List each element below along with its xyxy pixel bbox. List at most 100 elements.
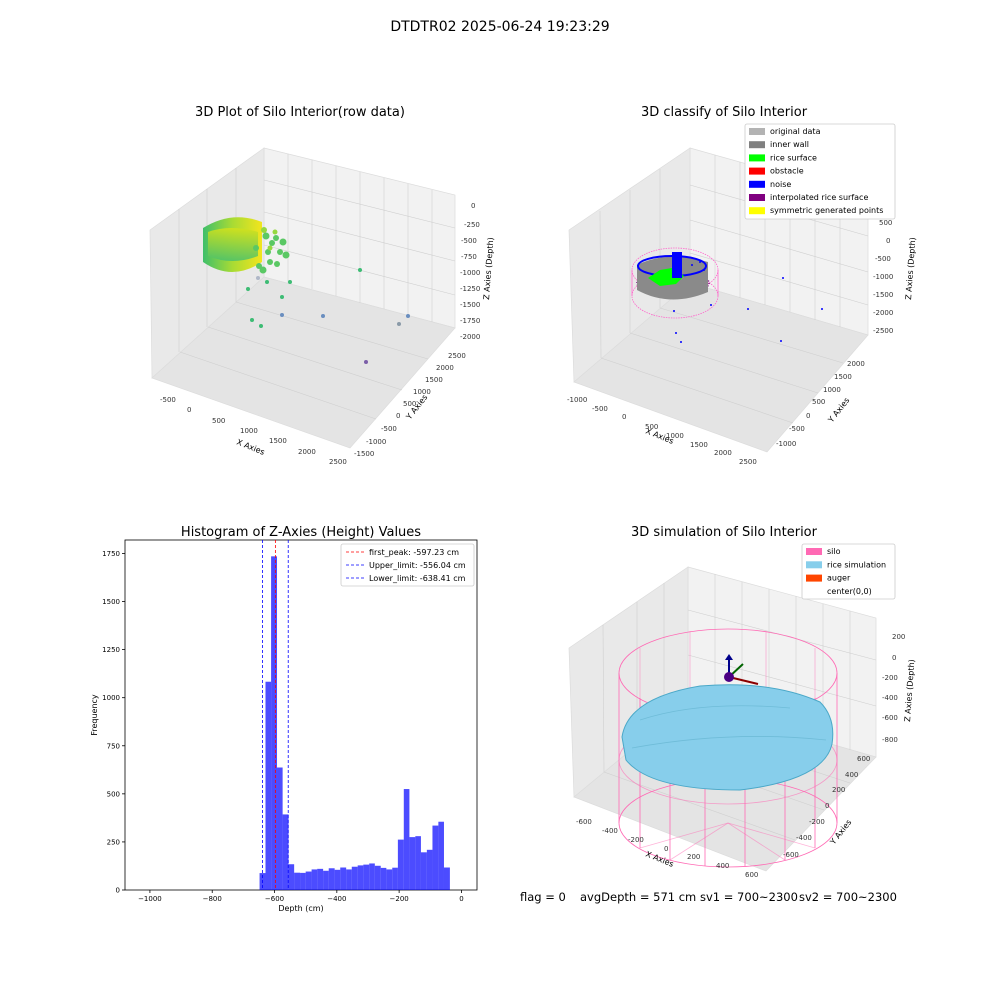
svg-text:2000: 2000 xyxy=(714,449,732,457)
legend-label: center(0,0) xyxy=(827,587,872,596)
histogram-bar xyxy=(300,872,306,890)
svg-text:1000: 1000 xyxy=(413,388,431,396)
histogram-bar xyxy=(288,864,295,890)
legend-label: interpolated rice surface xyxy=(770,193,868,202)
tick-labels: -1000 -500 0 500 1000 1500 2000 2500 -1000 -50… xyxy=(567,201,893,466)
svg-text:2000: 2000 xyxy=(436,364,454,372)
rice-simulation-surface xyxy=(621,684,834,791)
x-axis-label: X Axies xyxy=(644,427,675,446)
histogram-bar xyxy=(369,863,375,890)
histogram-bar xyxy=(271,556,278,890)
svg-text:1500: 1500 xyxy=(690,441,708,449)
x-axis-label: Depth (cm) xyxy=(278,904,323,913)
svg-text:1000: 1000 xyxy=(240,427,258,435)
histogram-bars xyxy=(259,556,450,890)
ring-inner xyxy=(208,228,258,261)
sv2-readout: sv2 = 700~2300 xyxy=(799,890,897,904)
histogram-bar xyxy=(426,849,433,890)
panel-histogram: Histogram of Z-Axies (Height) Values −10… xyxy=(90,525,478,913)
legend-label: auger xyxy=(827,574,851,583)
histogram-bar xyxy=(265,681,272,890)
histogram-bar xyxy=(340,867,347,890)
floor xyxy=(151,276,456,449)
y-tick-label: 250 xyxy=(107,838,120,846)
svg-text:0: 0 xyxy=(664,845,668,853)
histogram-bar xyxy=(357,865,364,890)
x-axis-label: X Axies xyxy=(235,438,266,457)
y-tick-label: 750 xyxy=(107,742,120,750)
y-axis-label: Y Axies xyxy=(826,396,852,425)
histogram-bar xyxy=(438,821,444,890)
svg-text:-2000: -2000 xyxy=(460,333,480,341)
histogram-bar xyxy=(317,868,324,890)
svg-text:-500: -500 xyxy=(592,405,608,413)
legend-swatch xyxy=(806,574,822,582)
svg-text:1000: 1000 xyxy=(823,386,841,394)
legend-label: symmetric generated points xyxy=(770,206,883,215)
legend-label: Lower_limit: -638.41 cm xyxy=(369,574,466,583)
svg-text:-1250: -1250 xyxy=(460,285,480,293)
svg-text:1000: 1000 xyxy=(666,432,684,440)
histogram-bar xyxy=(409,837,416,890)
raw-points xyxy=(203,217,410,364)
classified-points xyxy=(631,247,823,343)
svg-text:-600: -600 xyxy=(576,818,592,826)
legend-swatch xyxy=(749,154,765,162)
histogram-bar xyxy=(351,866,358,890)
svg-text:400: 400 xyxy=(845,771,858,779)
svg-text:-500: -500 xyxy=(461,237,477,245)
svg-text:-1000: -1000 xyxy=(366,438,386,446)
svg-text:2000: 2000 xyxy=(298,448,316,456)
legend-label: rice simulation xyxy=(827,560,886,569)
figure-title: DTDTR02 2025-06-24 19:23:29 xyxy=(390,19,609,35)
svg-text:-500: -500 xyxy=(789,425,805,433)
x-ticks: −1000 −800 −600 −400 −200 0 xyxy=(138,890,464,903)
avg-depth-readout: avgDepth = 571 cm xyxy=(580,890,696,904)
histogram-bar xyxy=(277,767,283,890)
x-tick-label: −800 xyxy=(203,895,222,903)
tick-labels: -500 0 500 1000 1500 2000 2500 -1500 -1000 -500… xyxy=(160,202,480,466)
svg-text:2000: 2000 xyxy=(847,360,865,368)
chart-title: Histogram of Z-Axies (Height) Values xyxy=(181,525,421,540)
svg-text:-600: -600 xyxy=(783,851,799,859)
histogram-bar xyxy=(346,869,352,890)
histogram-bar xyxy=(380,867,387,890)
histogram-bar xyxy=(374,865,381,890)
status-line: flag = 0 avgDepth = 571 cm sv1 = 700~230… xyxy=(520,890,897,904)
svg-text:-1000: -1000 xyxy=(873,273,893,281)
svg-text:500: 500 xyxy=(812,398,825,406)
z-axis-label: Z Axies (Depth) xyxy=(904,237,917,300)
svg-text:-400: -400 xyxy=(796,834,812,842)
plot-area xyxy=(124,539,478,891)
y-tick-label: 1250 xyxy=(102,646,120,654)
svg-text:-1500: -1500 xyxy=(873,291,893,299)
svg-text:-2000: -2000 xyxy=(873,309,893,317)
svg-text:-2500: -2500 xyxy=(873,327,893,335)
svg-text:-200: -200 xyxy=(628,836,644,844)
svg-text:500: 500 xyxy=(645,423,658,431)
svg-text:2500: 2500 xyxy=(448,352,466,360)
svg-text:-1500: -1500 xyxy=(354,450,374,458)
svg-text:0: 0 xyxy=(886,237,890,245)
svg-text:-250: -250 xyxy=(464,221,480,229)
svg-text:-750: -750 xyxy=(461,253,477,261)
y-axis-label: Y Axies xyxy=(828,818,854,847)
svg-text:500: 500 xyxy=(212,417,225,425)
svg-text:1500: 1500 xyxy=(269,437,287,445)
auger-axes-glyph xyxy=(724,654,759,685)
flag-readout: flag = 0 xyxy=(520,890,566,904)
svg-text:2500: 2500 xyxy=(739,458,757,466)
histogram-bar xyxy=(403,789,410,890)
svg-text:500: 500 xyxy=(879,219,892,227)
svg-text:-1000: -1000 xyxy=(776,440,796,448)
histogram-bar xyxy=(334,869,341,890)
histogram-bar xyxy=(392,867,398,890)
legend-swatch xyxy=(806,561,822,569)
legend-swatch xyxy=(806,587,822,595)
svg-text:0: 0 xyxy=(396,412,400,420)
svg-text:200: 200 xyxy=(892,633,905,641)
svg-text:-500: -500 xyxy=(381,425,397,433)
chart-title: 3D classify of Silo Interior xyxy=(641,105,808,120)
